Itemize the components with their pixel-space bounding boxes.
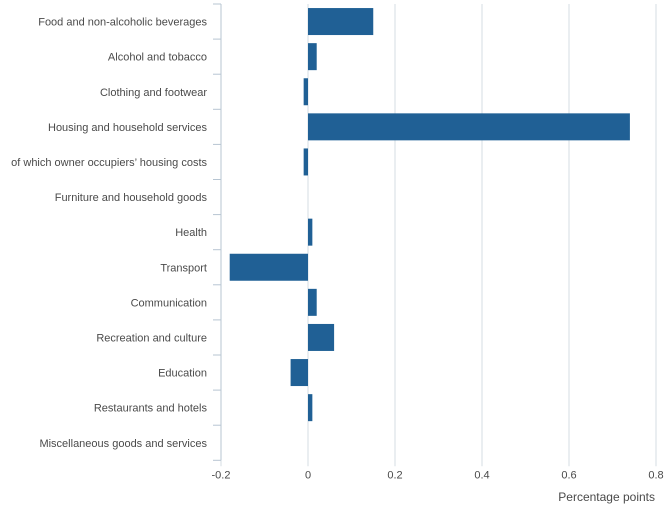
- category-label: of which owner occupiers’ housing costs: [11, 157, 207, 169]
- bar: [308, 8, 374, 36]
- bar: [303, 78, 308, 106]
- x-tick-label: 0.6: [561, 469, 576, 481]
- x-axis-title: Percentage points: [558, 490, 655, 504]
- category-label: Alcohol and tobacco: [108, 52, 207, 64]
- bar: [229, 253, 308, 281]
- category-label: Miscellaneous goods and services: [39, 438, 207, 450]
- bar: [308, 394, 313, 422]
- category-label: Housing and household services: [48, 122, 207, 134]
- category-label: Education: [158, 368, 207, 380]
- category-label: Restaurants and hotels: [94, 403, 208, 415]
- category-label: Transport: [160, 262, 207, 274]
- x-tick-label: 0.2: [387, 469, 402, 481]
- bars: [229, 8, 630, 422]
- category-axis: [213, 3, 222, 461]
- category-label: Health: [175, 227, 207, 239]
- category-label: Communication: [131, 297, 207, 309]
- bar: [308, 43, 317, 71]
- bar: [308, 323, 335, 351]
- category-label: Clothing and footwear: [100, 87, 207, 99]
- category-label: Furniture and household goods: [55, 192, 208, 204]
- x-tick-label: 0.8: [648, 469, 663, 481]
- bar: [308, 288, 317, 316]
- category-label: Food and non-alcoholic beverages: [38, 17, 207, 29]
- bar: [290, 359, 308, 387]
- x-tick-labels: -0.2 0 0.2 0.4 0.6 0.8: [212, 469, 664, 481]
- x-tick-label: 0: [305, 469, 311, 481]
- grid-lines: [220, 4, 657, 467]
- bar: [308, 218, 313, 246]
- x-tick-label: -0.2: [212, 469, 231, 481]
- bar: [303, 148, 308, 176]
- category-labels: Food and non-alcoholic beverages Alcohol …: [11, 17, 207, 450]
- bar: [308, 113, 630, 141]
- x-tick-label: 0.4: [474, 469, 489, 481]
- category-label: Recreation and culture: [96, 332, 207, 344]
